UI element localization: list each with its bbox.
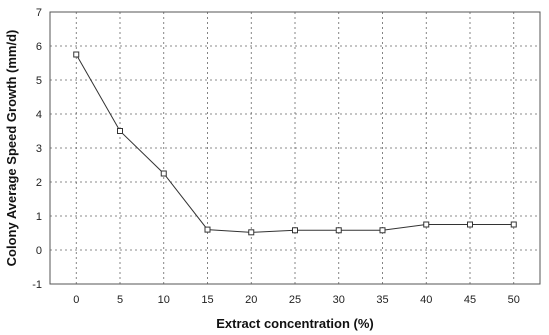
data-point-marker [160,170,167,177]
data-point-marker [73,51,80,58]
data-point-marker [335,227,342,234]
x-tick-label: 5 [117,294,123,306]
y-tick-label: 6 [36,41,42,53]
y-tick-label: 7 [36,7,42,19]
x-tick-label: 45 [464,294,476,306]
y-tick-label: -1 [32,279,42,291]
x-tick-label: 0 [73,294,79,306]
x-tick-label: 35 [376,294,388,306]
y-tick-label: 3 [36,143,42,155]
y-axis-label: Colony Average Speed Growth (mm/d) [4,30,19,267]
data-point-marker [379,227,386,234]
y-tick-label: 1 [36,211,42,223]
data-point-marker [248,229,255,236]
data-point-marker [423,221,430,228]
x-axis-label: Extract concentration (%) [216,316,373,331]
data-point-marker [467,221,473,228]
x-tick-label: 25 [289,294,301,306]
x-tick-label: 40 [420,294,432,306]
series [73,51,517,236]
grid-lines [50,12,540,284]
y-tick-label: 5 [36,75,42,87]
x-tick-label: 10 [158,294,170,306]
y-tick-label: 4 [36,109,42,121]
data-point-marker [292,227,298,234]
x-tick-label: 15 [201,294,213,306]
y-tick-label: 0 [36,245,42,257]
y-tick-labels: -1 0 1 2 3 4 5 6 7 [32,7,42,291]
x-tick-labels: 0 5 10 15 20 25 30 35 40 45 50 [73,294,520,306]
y-tick-label: 2 [36,177,42,189]
data-point-marker [204,226,211,233]
x-tick-label: 20 [245,294,257,306]
data-point-marker [117,128,123,134]
x-tick-label: 50 [508,294,520,306]
plot-frame [49,11,541,285]
x-tick-label: 30 [333,294,345,306]
data-point-marker [510,221,517,228]
